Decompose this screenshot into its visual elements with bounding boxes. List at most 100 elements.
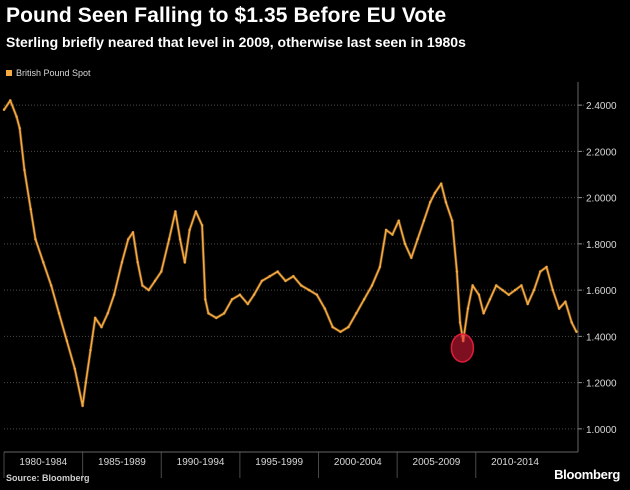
data-point [520,284,523,287]
legend-label: British Pound Spot [16,68,91,78]
data-point [136,261,139,264]
data-point [2,108,6,111]
data-point [557,307,561,310]
data-point [391,233,394,236]
data-point [18,127,21,130]
data-point [466,307,470,310]
data-point [127,238,130,241]
data-point [378,265,382,269]
data-point [458,321,462,324]
data-point [42,261,45,264]
data-point [570,321,573,324]
data-point [222,312,226,315]
data-point [49,284,53,287]
data-point [9,99,12,102]
x-axis-tick-labels: 1980-1984 1985-1989 1990-1994 1995-1999 2000… [19,457,539,468]
data-point [495,284,498,287]
data-point [29,207,32,211]
x-tick-label: 2010-2014 [491,457,539,468]
data-point [362,298,366,301]
data-point [307,288,311,292]
data-point [410,256,413,259]
data-point [106,312,109,315]
low-point-highlight [450,333,475,363]
data-point [551,288,555,292]
data-point [276,270,279,273]
data-point [84,381,87,384]
y-tick-label: 2.4000 [586,101,617,112]
data-point [370,284,374,287]
data-point [501,288,504,292]
legend: British Pound Spot [6,68,91,78]
data-point [194,210,198,213]
data-point [230,298,234,301]
x-tick-label: 1995-1999 [255,457,303,468]
data-point [513,288,517,292]
data-point [416,238,419,241]
data-point [215,316,218,320]
data-point [471,284,474,287]
data-point [284,279,287,283]
data-point [526,302,529,306]
data-point [141,284,144,287]
x-tick-label: 1990-1994 [177,457,225,468]
data-point [89,349,92,352]
data-point [112,293,116,296]
x-axis-separators [3,82,579,478]
annotation-layer [450,333,475,363]
y-tick-label: 1.2000 [586,379,617,390]
data-point [428,201,432,204]
x-tick-label: 1980-1984 [19,457,67,468]
data-point [65,339,69,343]
series-layer [2,99,578,408]
bloomberg-logo: Bloomberg [554,467,620,482]
data-point [539,270,542,273]
y-tick-label: 1.6000 [586,286,617,297]
chart-subtitle: Sterling briefly neared that level in 20… [6,34,466,50]
data-point [422,219,426,222]
x-tick-label: 2000-2004 [334,457,382,468]
y-axis-tick-labels: 1.0000 1.2000 1.4000 1.6000 1.8000 2.0000 2.20… [586,101,617,436]
data-point [131,231,135,234]
data-point [204,298,207,301]
x-tick-label: 2005-2009 [413,457,461,468]
grid-lines [4,104,586,430]
data-point [167,238,171,241]
data-point [545,265,548,269]
data-point [120,261,124,264]
y-tick-label: 1.8000 [586,240,617,251]
data-point [355,312,358,315]
data-point [178,238,182,241]
data-point [507,293,511,296]
data-point [347,325,350,329]
data-point [183,261,187,264]
data-point [403,242,407,246]
data-point [575,330,578,333]
data-point [23,168,26,172]
y-tick-label: 1.4000 [586,332,617,343]
source-note: Source: Bloomberg [6,473,90,483]
data-point [174,210,177,213]
data-point [323,307,327,310]
data-point [532,288,536,292]
data-point [207,312,210,315]
data-point [433,191,437,195]
data-point [246,302,249,306]
data-point [450,219,454,222]
data-point [331,325,334,329]
data-point [455,270,459,273]
data-point [564,300,567,303]
data-point [73,367,76,370]
data-point [439,182,443,185]
data-point [292,275,295,278]
data-point [15,115,18,118]
data-point [57,312,61,315]
data-point [188,228,191,232]
data-point [482,312,485,315]
data-point [444,201,448,204]
data-point [81,404,84,407]
data-point [268,275,271,278]
data-point [160,270,163,273]
data-point [153,279,157,283]
data-point [252,293,256,296]
